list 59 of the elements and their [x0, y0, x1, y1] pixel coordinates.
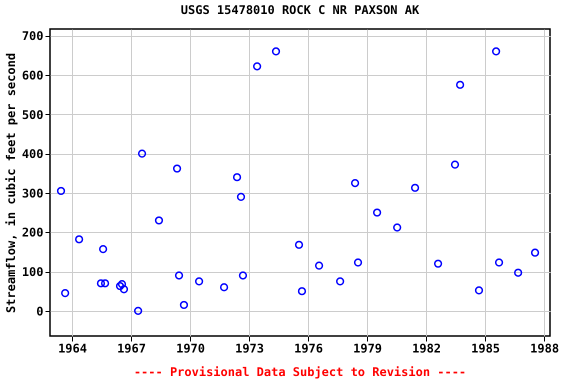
x-tick-label: 1970	[176, 342, 205, 356]
point	[354, 258, 362, 267]
point	[336, 277, 344, 286]
point	[434, 260, 442, 268]
point	[138, 150, 146, 158]
point	[494, 258, 504, 267]
point	[393, 223, 402, 232]
point	[172, 164, 182, 173]
x-tick-label: 1973	[235, 342, 264, 356]
point	[180, 300, 188, 310]
point	[450, 160, 460, 169]
x-tick-label: 1988	[530, 342, 560, 356]
point	[174, 271, 184, 280]
x-tick-label: 1979	[353, 342, 382, 356]
point	[492, 47, 500, 56]
y-tick-label: 700	[22, 29, 44, 44]
point	[220, 283, 228, 292]
y-axis-title: Streamflow, in cubic feet per second	[4, 52, 18, 314]
point	[373, 208, 382, 217]
x-tick-label: 1982	[412, 342, 442, 356]
point	[194, 277, 204, 286]
point	[456, 80, 464, 89]
point	[100, 279, 110, 288]
point	[350, 178, 360, 188]
point	[314, 262, 324, 270]
chart-title: USGS 15478010 ROCK C NR PAXSON AK	[180, 3, 420, 17]
y-tick-label: 0	[36, 304, 44, 318]
x-tick-label: 1967	[117, 342, 146, 356]
point	[116, 282, 124, 290]
x-tick-label: 1985	[471, 342, 500, 356]
y-tick-label: 100	[22, 265, 44, 280]
y-tick-label: 500	[22, 108, 44, 122]
point	[96, 279, 106, 288]
point	[75, 235, 84, 244]
point	[253, 62, 262, 70]
x-tick-label: 1964	[58, 342, 87, 356]
point	[272, 47, 280, 56]
x-tick-label: 1976	[294, 342, 324, 356]
y-tick-label: 400	[22, 147, 44, 162]
y-tick-label: 300	[22, 186, 44, 200]
point	[118, 280, 126, 288]
point	[120, 285, 128, 294]
point	[236, 192, 246, 201]
point	[134, 306, 142, 315]
point	[514, 268, 522, 277]
point	[530, 248, 540, 257]
y-tick-label: 200	[22, 226, 44, 240]
point	[294, 240, 304, 249]
point	[298, 287, 306, 296]
point	[61, 289, 70, 298]
text: ---- Provisional Data Subject to Revision ----	[134, 365, 466, 379]
point	[56, 186, 66, 196]
point	[238, 271, 248, 280]
point	[232, 173, 242, 182]
point	[99, 245, 108, 254]
point	[474, 286, 484, 294]
point	[154, 216, 164, 225]
y-tick-label: 600	[22, 68, 44, 82]
point	[410, 184, 420, 192]
